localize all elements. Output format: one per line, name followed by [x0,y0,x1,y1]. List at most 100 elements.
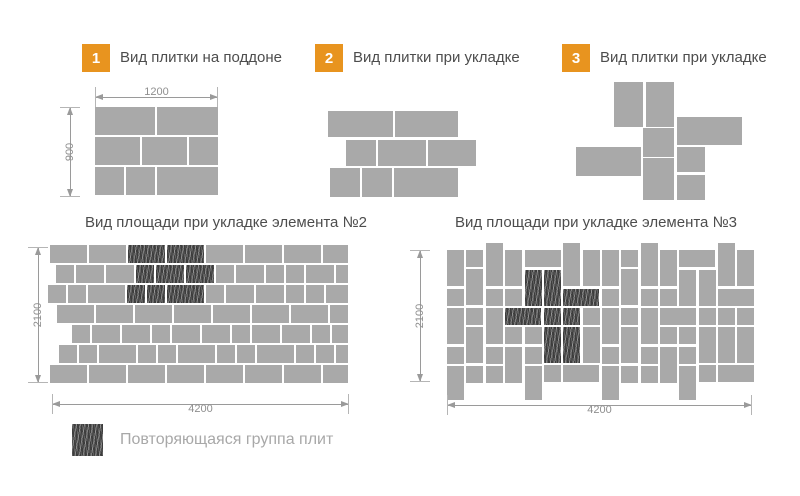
paving-tile [641,366,658,383]
area-3-width-label: 4200 [587,404,612,416]
paving-tile [641,243,658,286]
paving-tile [56,265,74,283]
paving-tile [641,289,658,306]
paving-tile [95,137,140,165]
paving-tile [621,366,638,383]
paving-tile [718,308,735,325]
step-1-badge: 1 [82,44,110,72]
arrow-up-icon [35,247,41,255]
paving-tile [486,289,503,306]
paving-tile [122,325,150,343]
repeat-group-tile [563,308,580,325]
paving-tile [737,250,754,286]
paving-tile [158,345,176,363]
paving-tile [95,107,155,135]
repeat-group-tile [505,308,541,325]
pallet-layout [95,107,218,197]
paving-tile [50,245,87,263]
arrow-up-icon [417,250,423,258]
paving-tile [677,117,742,145]
arrow-right-icon [744,402,752,408]
paving-tile [643,158,674,200]
paving-tile [466,366,483,383]
paving-tile [395,111,458,137]
arrow-right-icon [341,401,349,407]
paving-tile [660,289,677,306]
paving-tile [525,327,542,344]
paving-tile [206,365,243,383]
paving-tile [447,308,464,344]
arrow-up-icon [67,107,73,115]
arrow-down-icon [35,375,41,383]
paving-tile [152,325,170,343]
paving-tile [72,325,90,343]
paving-tile [576,147,641,176]
paving-tile [286,285,304,303]
repeat-group-tile [563,289,599,306]
paving-tile [602,366,619,400]
paving-tile [106,265,134,283]
paving-tile [217,345,235,363]
repeat-group-tile [127,285,145,303]
repeat-group-tile [167,245,204,263]
paving-tile [316,345,334,363]
paving-tile [679,347,696,364]
paving-tile [583,250,600,286]
paving-tile [237,345,255,363]
layout-2-sample [328,111,480,198]
step-3-number: 3 [571,49,581,67]
paving-tile [328,111,393,137]
paving-tile [266,265,284,283]
paving-tile [99,345,136,363]
area-2-title: Вид площади при укладке элемента №2 [85,214,368,231]
pallet-width-label: 1200 [144,86,169,98]
paving-tile [563,365,599,382]
arrow-left-icon [52,401,60,407]
paving-tile [76,265,104,283]
paving-tile [660,347,677,383]
paving-tile [525,366,542,400]
repeat-group-tile [186,265,214,283]
paving-tile [95,167,124,195]
paving-tile [323,245,348,263]
area-2-width-label: 4200 [188,403,213,415]
paving-tile [505,250,522,286]
paving-tile [96,305,133,323]
area-3-height-dimension: 2100 [410,250,430,382]
paving-tile [621,308,638,325]
paving-tile [428,140,476,166]
step-2-number: 2 [324,49,334,67]
paving-tile [68,285,86,303]
repeat-group-tile [525,270,542,306]
paving-tile [679,366,696,400]
paving-tile [89,365,126,383]
arrow-down-icon [67,189,73,197]
paving-tile [286,265,304,283]
repeat-group-tile [156,265,184,283]
paving-tile [466,308,483,325]
paving-tile [447,289,464,306]
paving-tile [660,250,677,286]
paving-tile [362,168,392,197]
paving-tile [245,245,282,263]
paving-tile [59,345,77,363]
paving-tile [505,347,522,383]
paving-tile [544,365,561,382]
paving-tile [332,325,348,343]
repeat-group-tile [167,285,204,303]
paving-tile [48,285,66,303]
paving-tile [583,327,600,363]
paving-tile [172,325,200,343]
paving-tile [621,327,638,363]
paving-tile [245,365,282,383]
paving-tile [284,365,321,383]
paving-tile [226,285,254,303]
step-1-number: 1 [91,49,101,67]
area-2-width-dimension: 4200 [52,394,349,415]
paving-tile [486,366,503,383]
paving-tile [323,365,348,383]
paving-tile [602,308,619,344]
pallet-height-label: 900 [64,142,76,162]
paving-tile [643,128,674,157]
paving-tile [142,137,187,165]
